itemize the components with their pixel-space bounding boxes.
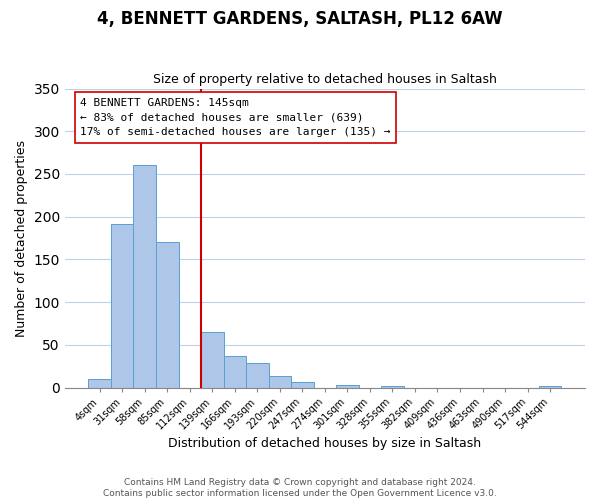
Bar	[111, 224, 133, 388]
Text: 4, BENNETT GARDENS, SALTASH, PL12 6AW: 4, BENNETT GARDENS, SALTASH, PL12 6AW	[97, 10, 503, 28]
Text: Contains HM Land Registry data © Crown copyright and database right 2024.
Contai: Contains HM Land Registry data © Crown c…	[103, 478, 497, 498]
Bar	[88, 379, 111, 388]
Y-axis label: Number of detached properties: Number of detached properties	[15, 140, 28, 336]
Bar	[156, 242, 179, 388]
Title: Size of property relative to detached houses in Saltash: Size of property relative to detached ho…	[153, 73, 497, 86]
Bar	[336, 385, 359, 388]
Bar	[539, 386, 562, 388]
Bar	[291, 382, 314, 388]
Bar	[246, 362, 269, 388]
X-axis label: Distribution of detached houses by size in Saltash: Distribution of detached houses by size …	[169, 437, 481, 450]
Bar	[133, 166, 156, 388]
Bar	[201, 332, 224, 388]
Bar	[381, 386, 404, 388]
Text: 4 BENNETT GARDENS: 145sqm
← 83% of detached houses are smaller (639)
17% of semi: 4 BENNETT GARDENS: 145sqm ← 83% of detac…	[80, 98, 391, 137]
Bar	[269, 376, 291, 388]
Bar	[224, 356, 246, 388]
